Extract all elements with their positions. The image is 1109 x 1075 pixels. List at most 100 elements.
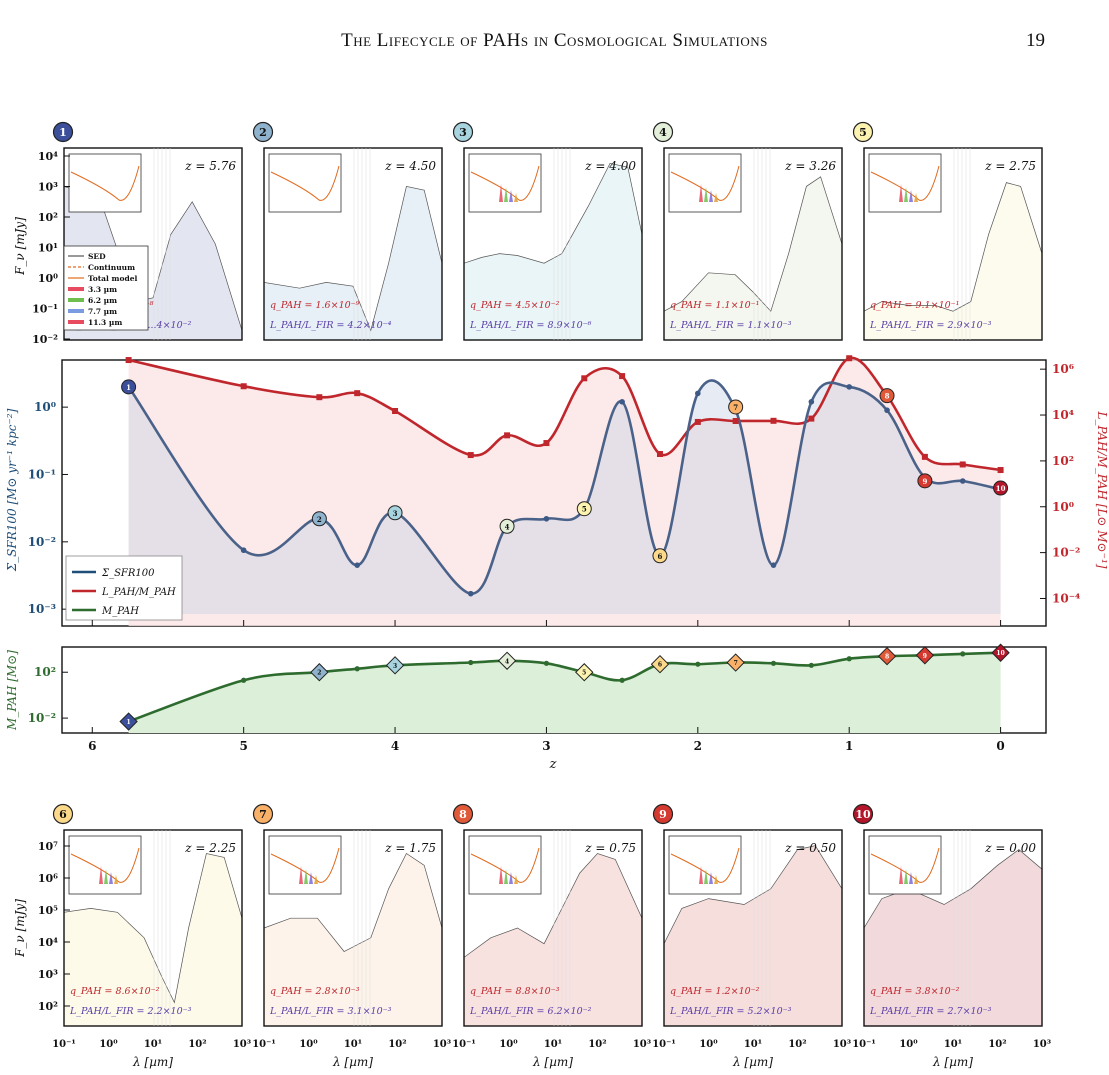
- mpah-diamond-label: 3: [393, 663, 397, 670]
- mid-marker-9: [917, 473, 933, 489]
- sed-frame: [263, 147, 443, 341]
- bot-xtick: 10⁰: [899, 1039, 918, 1050]
- mid-ytick-right: 10⁻⁴: [1052, 591, 1080, 605]
- panel-marker-label: 3: [459, 126, 467, 139]
- mpah-diamond-label: 4: [505, 658, 509, 665]
- bot-xtick: 10¹: [344, 1039, 362, 1050]
- inset-frame: [668, 153, 742, 213]
- panel-marker: [852, 803, 874, 825]
- redshift-label: z = 1.75: [384, 841, 436, 855]
- z-tick: 5: [239, 739, 247, 753]
- inset-curve: [70, 165, 140, 201]
- lpah-point-8: [581, 375, 588, 382]
- mpah-diamond-label: 8: [885, 654, 889, 661]
- lpah-point-7: [543, 440, 550, 447]
- redshift-label: z = 0.75: [584, 841, 636, 855]
- inset-frame: [868, 153, 942, 213]
- lpah-point-10: [656, 450, 663, 457]
- lpah-point-3: [354, 390, 361, 397]
- panel-marker: [52, 121, 74, 143]
- inset-frame: [68, 835, 142, 895]
- inset-curve: [670, 847, 740, 883]
- panel-marker-label: 6: [59, 808, 67, 821]
- inset-pah-feature: [904, 869, 908, 884]
- bot-xtick: 10⁻¹: [852, 1039, 876, 1050]
- top-ytick: 10⁻¹: [32, 303, 58, 316]
- inset-pah-feature: [699, 866, 703, 884]
- l-ratio-label: L_PAH/L_FIR = 3.1×10⁻³: [269, 1006, 392, 1017]
- panel-marker-label: 7: [259, 808, 267, 821]
- bot-xtick: 10³: [833, 1039, 851, 1050]
- legend-entry: 3.3 µm: [88, 285, 117, 294]
- mid-legend-entry: Σ_SFR100: [101, 568, 155, 579]
- lpah-point-6: [504, 432, 511, 439]
- legend-entry: Continuum: [88, 263, 135, 272]
- lpah-point-12: [732, 417, 739, 424]
- q-pah-label: q_PAH = 2.8×10⁻³: [270, 986, 360, 997]
- mpah-diamond-label: 1: [127, 719, 131, 726]
- mid-ytick-left: 10⁻²: [28, 535, 56, 549]
- z-tick: 4: [391, 739, 399, 753]
- inset-frame: [468, 153, 542, 213]
- inset-pah-feature: [509, 190, 513, 202]
- lpah-point-15: [846, 355, 853, 362]
- inset-pah-feature: [699, 184, 703, 202]
- lpah-point-17: [921, 453, 928, 460]
- sed-panel-2: [252, 121, 443, 341]
- l-ratio-label: L_PAH/L_FIR = 2.2×10⁻³: [69, 1006, 192, 1017]
- mpah-point-7: [543, 660, 550, 666]
- mid-legend: [65, 555, 183, 621]
- l-ratio-label: L_PAH/L_FIR = 8.9×10⁻⁶: [469, 320, 592, 331]
- mid-marker-label: 1: [126, 383, 131, 392]
- q-pah-label: q_PAH = 8.8×10⁻³: [470, 986, 560, 997]
- mpah-point-13: [770, 660, 777, 666]
- mid-ytick-left: 10⁻³: [28, 602, 56, 616]
- l-ratio-label: L_PAH/L_FIR = 2.9×10⁻³: [869, 320, 992, 331]
- top-ytick: 10⁴: [38, 150, 58, 163]
- bot-xlabel: λ [µm]: [332, 1055, 373, 1069]
- mid-marker-7: [728, 399, 744, 415]
- sed-frame: [463, 829, 643, 1027]
- bot-xlabel: λ [µm]: [732, 1055, 773, 1069]
- low-ytick: 10⁻²: [28, 711, 56, 725]
- inset-pah-feature: [499, 866, 503, 884]
- redshift-label: z = 4.50: [384, 159, 436, 173]
- inset-pah-feature: [114, 875, 118, 884]
- inset-frame: [268, 835, 342, 895]
- mid-legend-entry: L_PAH/M_PAH: [101, 587, 176, 598]
- inset-pah-feature: [909, 872, 913, 884]
- inset-curve: [870, 165, 940, 201]
- inset-pah-feature: [709, 190, 713, 202]
- sed-panel-4: [652, 121, 843, 341]
- lpah-point-0: [125, 357, 132, 364]
- bot-xtick: 10¹: [544, 1039, 562, 1050]
- inset-pah-feature: [714, 193, 718, 202]
- top-ytick: 10¹: [38, 242, 58, 255]
- bot-xtick: 10⁻¹: [452, 1039, 476, 1050]
- bot-xlabel: λ [µm]: [932, 1055, 973, 1069]
- sfr-point-18: [959, 478, 966, 484]
- redshift-label: z = 2.75: [984, 159, 1036, 173]
- inset-pah-feature: [504, 869, 508, 884]
- mpah-point-5: [468, 659, 474, 666]
- mpah-diamond-1: [119, 712, 138, 731]
- page-number: 19: [1026, 30, 1045, 51]
- mid-ytick-right: 10⁶: [1052, 362, 1074, 376]
- sed-frame: [463, 147, 643, 341]
- q-pah-label: q_PAH = 1.2×10⁻²: [670, 986, 760, 997]
- sfr-point-1: [240, 547, 247, 554]
- mpah-diamond-label: 2: [317, 670, 321, 677]
- inset-pah-feature: [509, 872, 513, 884]
- inset-curve: [70, 847, 140, 883]
- inset-pah-feature: [314, 875, 318, 884]
- sfr-point-15: [846, 384, 852, 390]
- mpah-diamond-10: [991, 643, 1010, 662]
- bot-xtick: 10²: [988, 1039, 1006, 1050]
- l-ratio-label: L_PAH/L_FIR = 6.2×10⁻²: [469, 1006, 592, 1017]
- panel-marker: [252, 803, 274, 825]
- top-ytick: 10³: [38, 181, 58, 194]
- q-pah-label: q_PAH = 9.1×10⁻¹: [870, 300, 959, 311]
- inset-pah-feature: [909, 190, 913, 202]
- sfr-point-9: [619, 399, 625, 405]
